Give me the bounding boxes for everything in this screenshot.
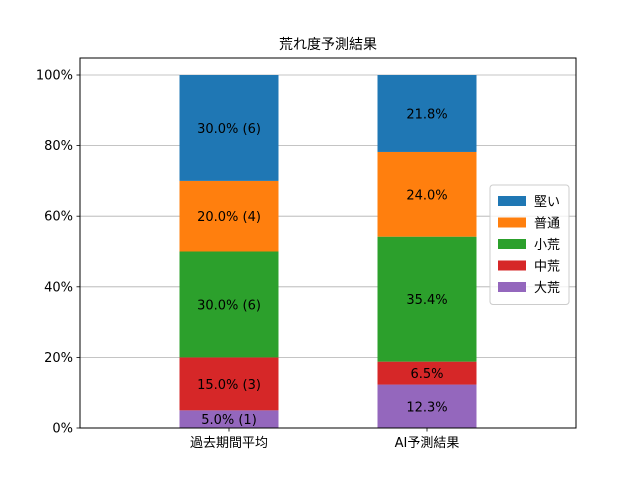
y-tick-label: 60%: [44, 210, 73, 225]
plot-frame: [79, 57, 577, 429]
bar-labels: 5.0% (1) 15.0% (3) 30.0% (6) 20.0% (4) 30.0%…: [197, 107, 448, 428]
legend-swatch: [498, 217, 526, 228]
y-axis: 0% 20% 40% 60% 80% 100%: [36, 69, 80, 437]
bar-segment: [377, 361, 477, 385]
bar-segment: [377, 151, 477, 237]
legend-label: 堅い: [534, 195, 560, 210]
chart-title: 荒れ度予測結果: [279, 37, 377, 53]
legend-label: 大荒: [534, 281, 560, 296]
legend-swatch: [498, 239, 526, 249]
y-tick-label: 20%: [44, 351, 73, 366]
bar-value-label: 20.0% (4): [197, 210, 261, 225]
bar-segment: [179, 251, 279, 358]
legend-label: 小荒: [534, 238, 560, 253]
x-tick-label: AI予測結果: [395, 436, 460, 451]
legend-swatch: [498, 260, 526, 271]
y-tick-label: 80%: [44, 139, 73, 154]
y-tick-label: 100%: [36, 69, 73, 84]
x-axis: 過去期間平均 AI予測結果: [190, 428, 459, 451]
bar-segment: [377, 75, 477, 152]
bar-value-label: 6.5%: [410, 367, 443, 382]
bars: [179, 75, 477, 428]
y-tick-label: 40%: [44, 280, 73, 295]
bar-value-label: 5.0% (1): [201, 413, 257, 428]
bar-value-label: 12.3%: [406, 400, 447, 415]
bar-segment: [179, 357, 279, 411]
bar-segment: [179, 75, 279, 181]
y-tick-label: 0%: [52, 422, 73, 437]
bar-segment: [179, 410, 279, 428]
bar-value-label: 30.0% (6): [197, 298, 261, 313]
bar-segment: [179, 180, 279, 252]
bar-value-label: 30.0% (6): [197, 122, 261, 137]
legend-swatch: [498, 282, 526, 292]
x-tick-label: 過去期間平均: [190, 436, 268, 451]
legend-label: 普通: [534, 217, 560, 232]
legend-swatch: [498, 196, 526, 206]
bar-value-label: 24.0%: [406, 188, 447, 203]
bar-value-label: 35.4%: [406, 293, 447, 308]
bar-value-label: 15.0% (3): [197, 378, 261, 393]
bar-segment: [377, 236, 477, 362]
legend-label: 中荒: [534, 260, 560, 275]
bar-value-label: 21.8%: [406, 107, 447, 122]
bar-segment: [377, 384, 477, 428]
legend-box: [489, 184, 570, 305]
